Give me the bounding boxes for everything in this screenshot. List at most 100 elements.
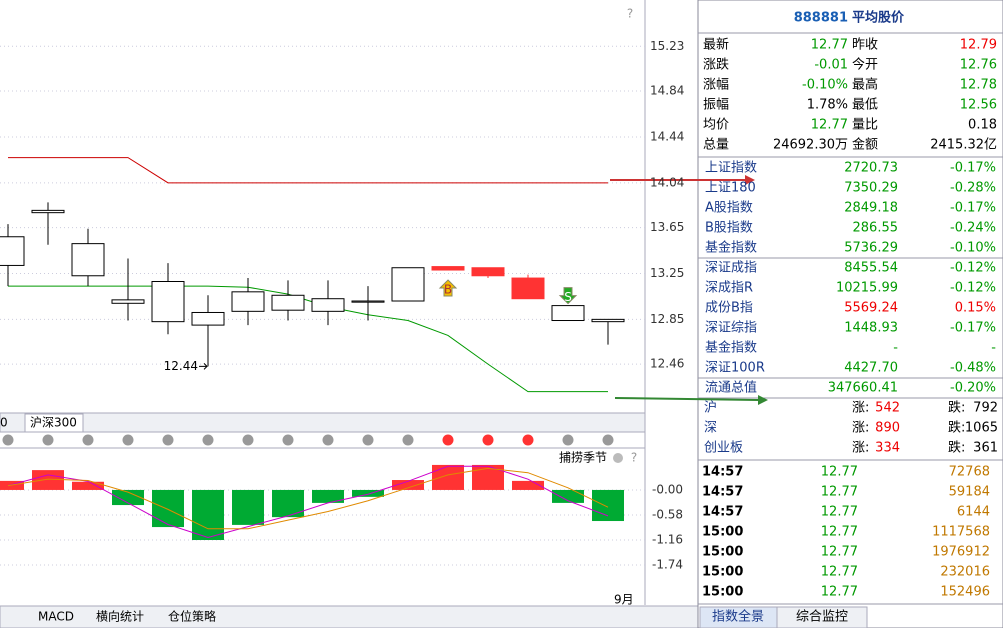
signal-dot [522,434,534,446]
low-annotation: 12.44 [164,359,198,373]
quote-label: 振幅 [703,98,729,113]
quote-label: 最低 [852,98,878,113]
help-icon[interactable]: ? [627,7,633,21]
macd-bar [152,489,184,528]
index-change: -0.17% [950,161,996,176]
signal-label: B [444,283,452,297]
macd-bar [232,489,264,525]
index-change: -0.12% [950,261,996,276]
up-label: 涨: [852,441,869,456]
index-change: 0.15% [955,301,996,316]
candle-body [271,294,305,311]
bottom-tab[interactable]: MACD [38,610,74,624]
tab-label[interactable]: 沪深300 [30,416,77,430]
y-tick-label: 14.44 [650,129,684,143]
quote-value: 12.77 [811,38,848,53]
indicator-name: 捕捞季节 [559,450,607,465]
index-name: 基金指数 [705,240,757,256]
signal-label: S [564,290,572,304]
y-tick-label: 12.85 [650,312,684,326]
macd-bar [392,480,424,490]
candle-body [511,277,545,300]
index-value: 8455.54 [844,261,898,276]
quote-value: 12.56 [960,98,997,113]
index-name: B股指数 [705,221,753,236]
price-line [8,285,608,393]
up-label: 涨: [852,421,869,436]
candle-body [31,209,65,214]
quote-value: 24692.30万 [773,138,848,153]
signal-dot [162,434,174,446]
tab-label: 0 [0,416,8,430]
index-value: 2849.18 [844,201,898,216]
macd-bar [352,489,384,497]
panel-tab[interactable]: 综合监控 [796,610,848,625]
macd-bar [312,489,344,503]
bottom-tab[interactable]: 横向统计 [96,609,144,624]
quote-value: -0.01 [814,58,848,73]
index-change: -0.48% [950,361,996,376]
tick-volume: 232016 [940,565,990,580]
quote-value: 1.78% [807,98,848,113]
tick-volume: 72768 [949,465,990,480]
signal-dot [202,434,214,446]
tick-price: 12.77 [821,485,858,500]
quote-label: 涨幅 [703,78,729,93]
index-name: 上证指数 [705,161,757,176]
separators [698,32,1003,605]
signal-dot [402,434,414,446]
tick-price: 12.77 [821,585,858,600]
macd-bar [432,464,464,490]
index-value: 5736.29 [844,241,898,256]
signal-dot [2,434,14,446]
help-icon[interactable]: ? [631,451,637,465]
annotation-arrow [199,363,208,370]
up-count: 542 [875,401,900,416]
macd-bar [112,489,144,506]
macd-bar [72,481,104,490]
quote-value: -0.10% [802,78,848,93]
candle-body [591,318,625,323]
down-label: 跌: [948,440,965,456]
quote-label: 总量 [703,138,729,153]
tab[interactable] [24,413,84,433]
candle-body [191,311,225,326]
index-change: -0.10% [950,241,996,256]
bottom-tab[interactable]: 仓位策略 [168,609,216,624]
price-line [8,157,608,184]
y-tick-label: 14.04 [650,175,684,189]
tick-volume: 6144 [957,505,990,520]
tick-price: 12.77 [821,505,858,520]
index-name: 深证综指 [705,321,757,336]
quote-label: 涨跌 [703,57,729,73]
market-name: 深 [704,421,717,436]
tick-volume: 1117568 [932,525,990,540]
tick-volume: 1976912 [932,545,990,560]
y-tick-label: -0.00 [652,482,683,496]
index-value: 5569.24 [844,301,898,316]
candle-body [71,243,105,277]
gear-icon[interactable] [613,453,623,463]
signal-dot [282,434,294,446]
macd-bar [192,489,224,541]
panel-tab[interactable]: 指数全景 [712,609,764,625]
y-tick-label: 15.23 [650,39,684,53]
y-tick-label: 13.25 [650,266,684,280]
y-tick-label: 13.65 [650,220,684,234]
y-tick-label: 12.46 [650,357,684,371]
tick-time: 14:57 [702,465,743,480]
index-value: 286.55 [853,221,899,236]
signal-dot [602,434,614,446]
index-value: 10215.99 [836,281,898,296]
index-change: -0.20% [950,381,996,396]
tab[interactable] [776,606,868,628]
macd-line [7,467,609,530]
signal-dot [42,434,54,446]
tick-price: 12.77 [821,465,858,480]
index-name: A股指数 [705,201,753,216]
market-name: 创业板 [704,441,743,456]
signal-dot [442,434,454,446]
quote-label: 最高 [852,77,878,93]
